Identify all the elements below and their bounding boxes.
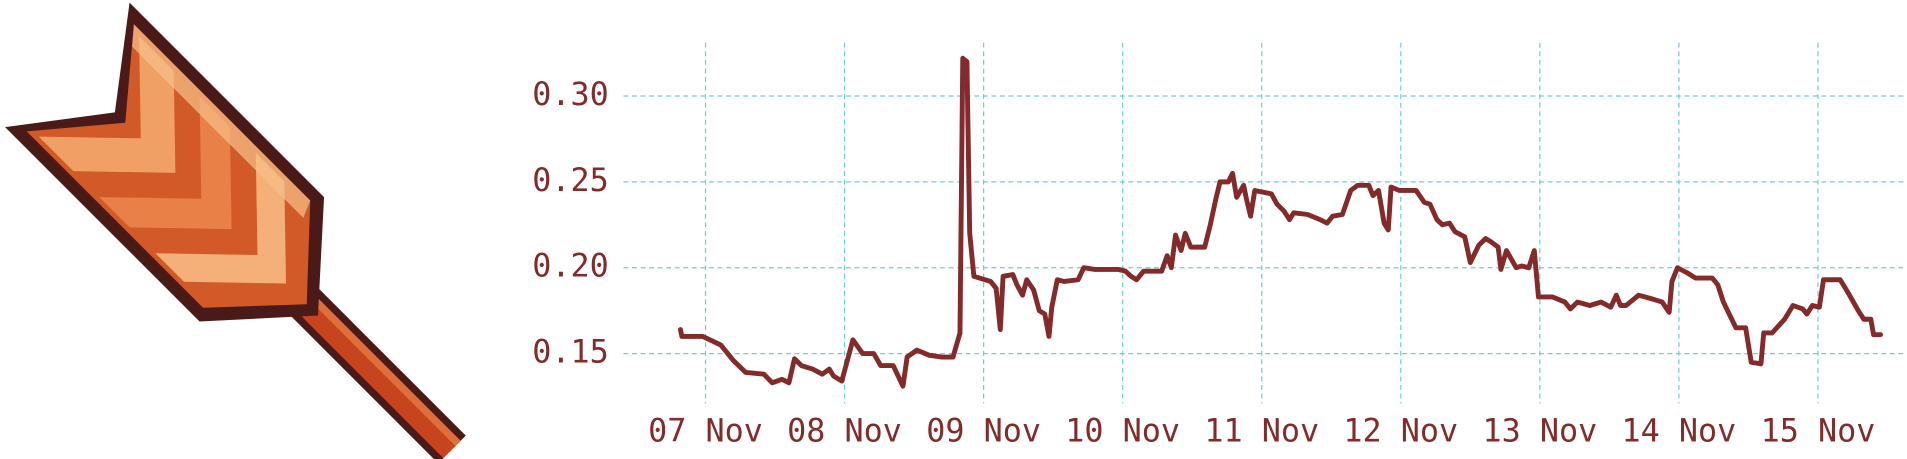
fletching-stripe — [155, 153, 287, 284]
fletching-edge — [132, 24, 311, 218]
x-tick-label: 10 Nov — [1065, 414, 1180, 450]
y-tick-label: 0.25 — [532, 163, 609, 199]
x-tick-label: 14 Nov — [1622, 414, 1737, 450]
fletching-stripe — [99, 96, 232, 230]
x-tick-label: 13 Nov — [1482, 414, 1597, 450]
x-tick-label: 15 Nov — [1761, 414, 1876, 450]
x-tick-label: 11 Nov — [1204, 414, 1319, 450]
arrow-icon — [5, 2, 466, 459]
y-tick-label: 0.15 — [532, 335, 609, 371]
x-tick-label: 09 Nov — [926, 414, 1041, 450]
x-tick-label: 07 Nov — [648, 414, 763, 450]
y-tick-label: 0.20 — [532, 249, 609, 285]
x-tick-label: 08 Nov — [787, 414, 902, 450]
shaft-highlight — [282, 267, 461, 447]
fletching-stripe — [38, 36, 176, 173]
x-tick-label: 12 Nov — [1343, 414, 1458, 450]
y-tick-label: 0.30 — [532, 77, 609, 113]
data-line — [678, 55, 1883, 389]
